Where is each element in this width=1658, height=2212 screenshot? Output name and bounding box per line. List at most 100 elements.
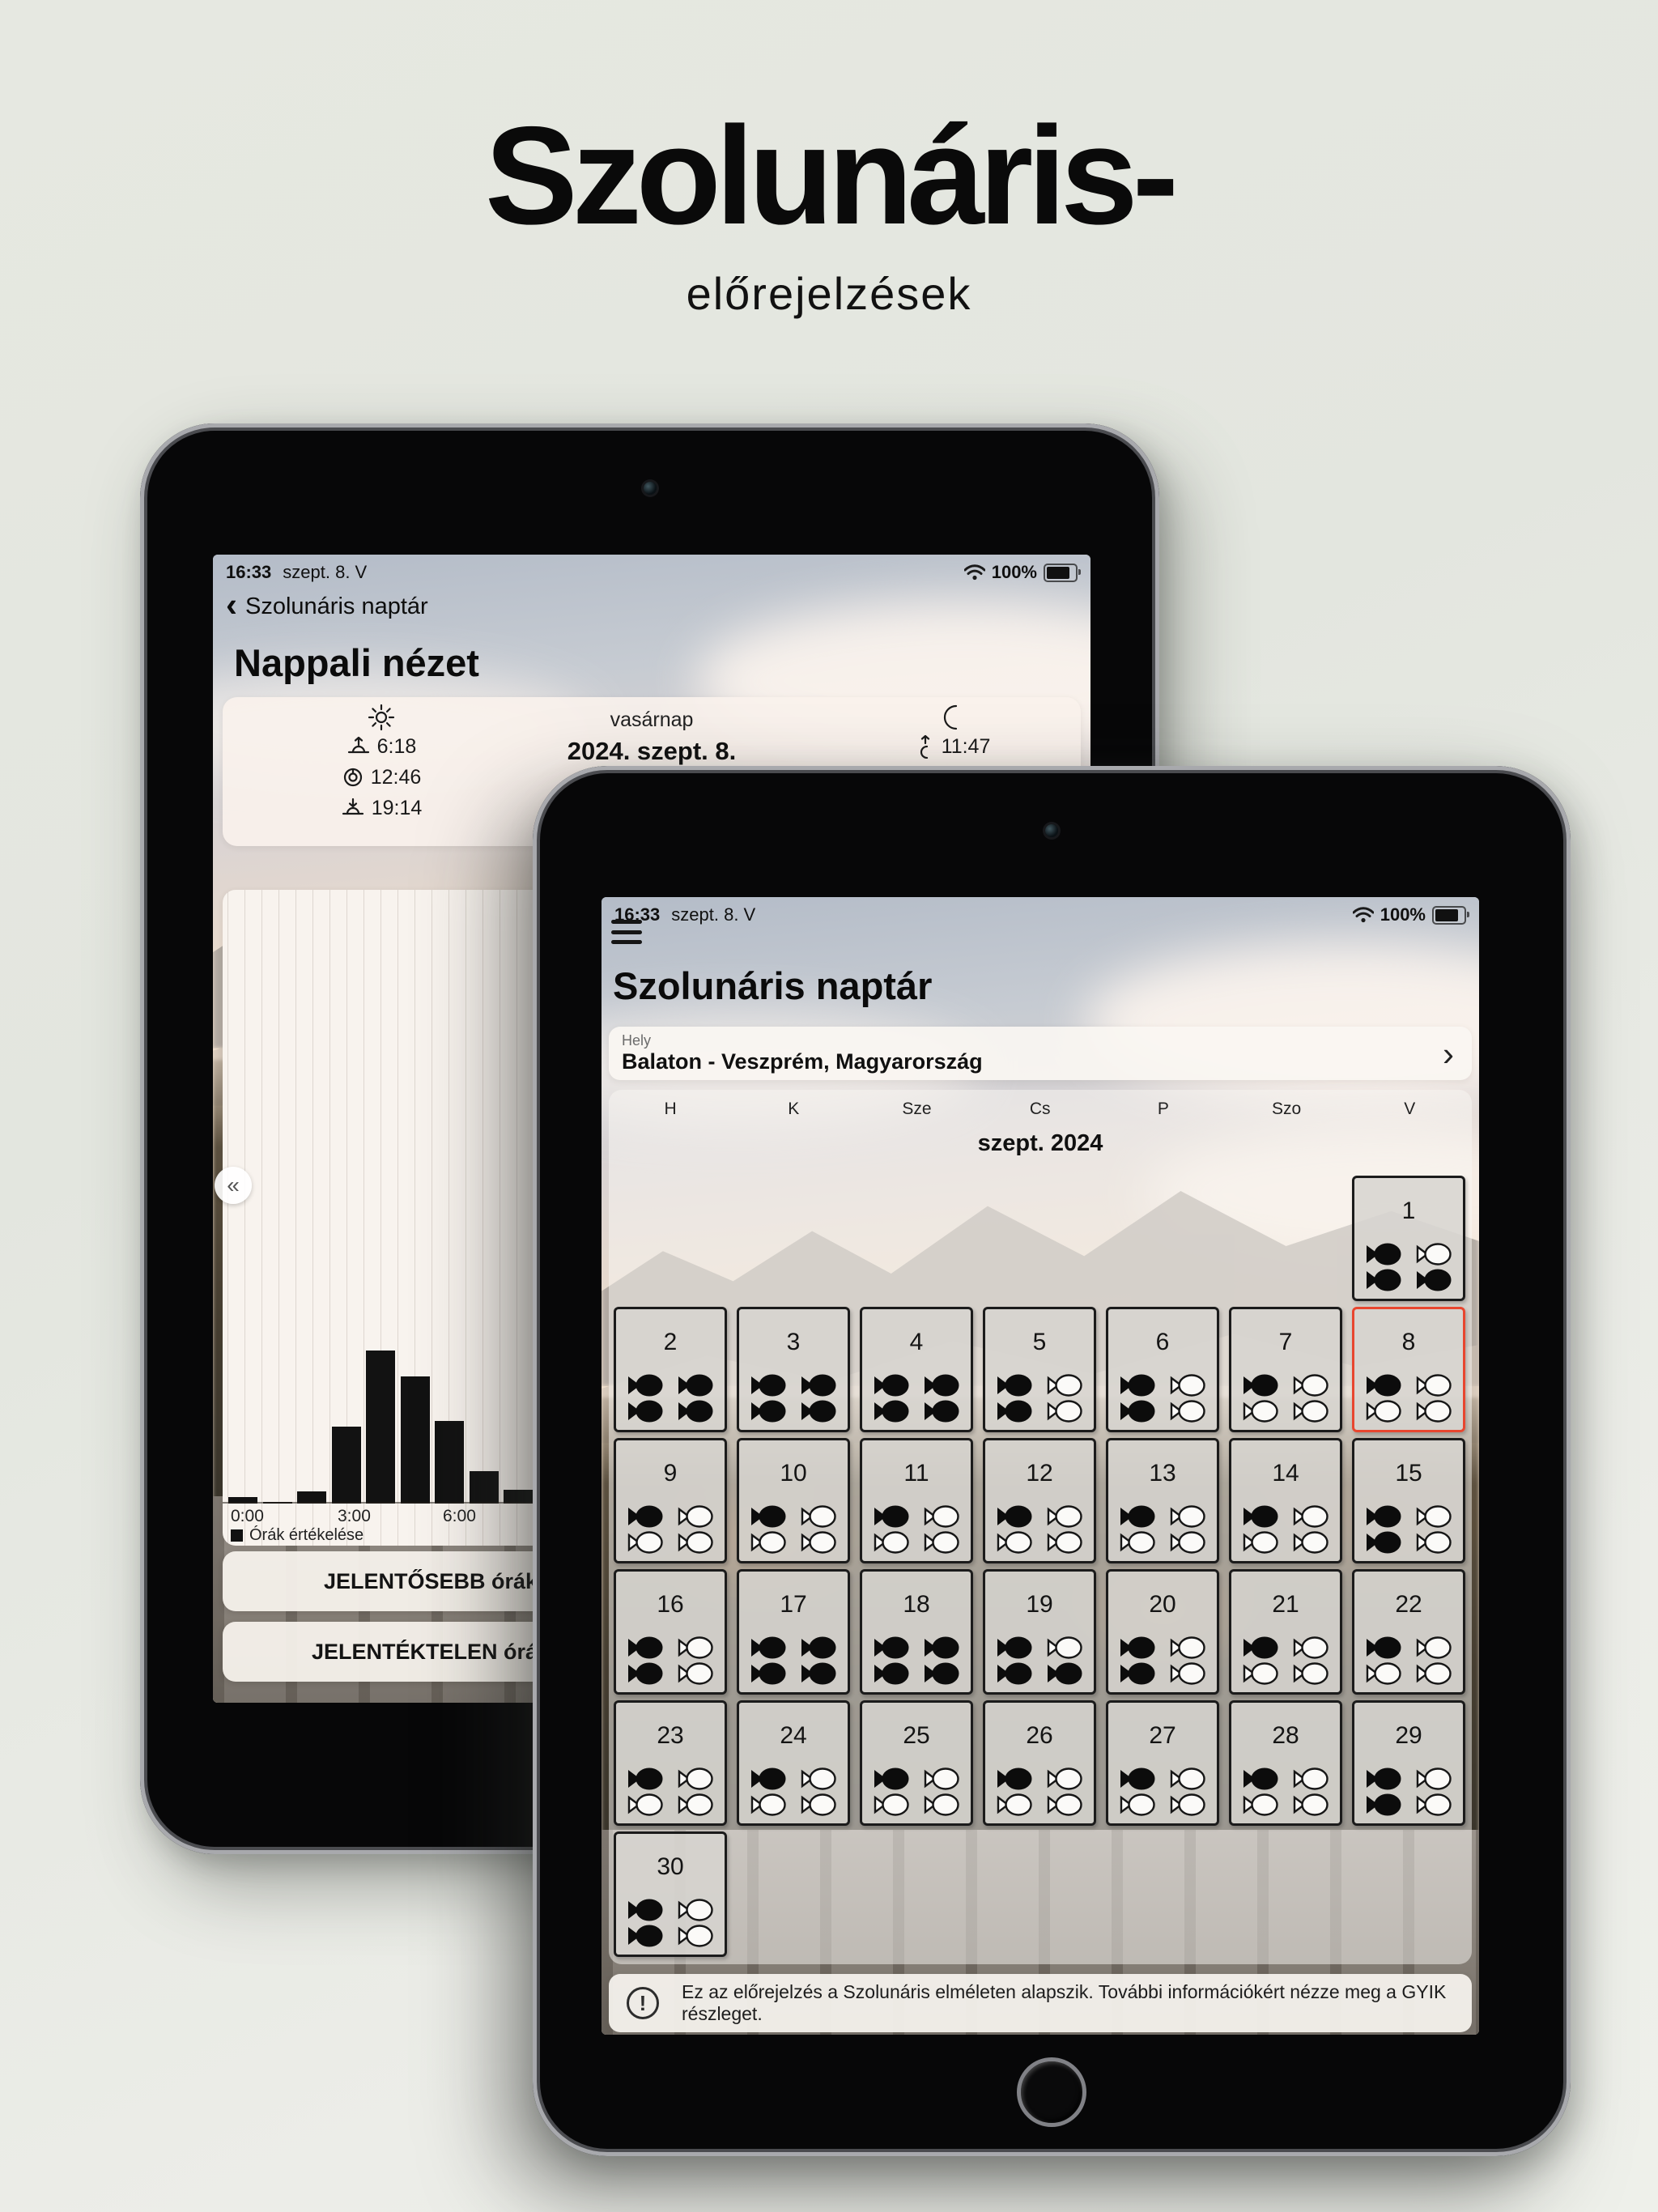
calendar-day-28[interactable]: 28 xyxy=(1229,1700,1342,1826)
fish-filled-icon xyxy=(751,1662,786,1685)
solar-noon-icon xyxy=(343,768,362,787)
calendar-day-14[interactable]: 14 xyxy=(1229,1438,1342,1563)
fish-rating xyxy=(739,1767,848,1823)
day-number: 2 xyxy=(663,1329,678,1355)
fish-outline-icon xyxy=(678,1505,713,1528)
fish-filled-icon xyxy=(628,1662,663,1685)
calendar-day-26[interactable]: 26 xyxy=(983,1700,1096,1826)
battery-percent: 100% xyxy=(991,562,1037,582)
status-bar: 16:33 szept. 8. V 100% xyxy=(602,902,1479,928)
calendar-day-3[interactable]: 3 xyxy=(737,1307,850,1432)
calendar-day-8[interactable]: 8 xyxy=(1352,1307,1465,1432)
fish-outline-icon xyxy=(1416,1400,1452,1423)
fish-outline-icon xyxy=(1170,1636,1205,1659)
fish-rating xyxy=(1231,1767,1340,1823)
calendar-day-13[interactable]: 13 xyxy=(1106,1438,1219,1563)
fish-outline-icon xyxy=(1366,1400,1401,1423)
calendar-day-7[interactable]: 7 xyxy=(1229,1307,1342,1432)
chart-bar xyxy=(435,1421,464,1504)
fish-outline-icon xyxy=(801,1767,836,1790)
calendar-day-1[interactable]: 1 xyxy=(1352,1176,1465,1301)
collapse-panel-button[interactable]: « xyxy=(215,1167,252,1204)
disclaimer-text: Ez az előrejelzés a Szolunáris elméleten… xyxy=(682,1981,1447,2024)
battery-icon xyxy=(1044,563,1081,582)
fish-outline-icon xyxy=(997,1793,1032,1816)
calendar-day-18[interactable]: 18 xyxy=(860,1569,973,1695)
calendar-day-19[interactable]: 19 xyxy=(983,1569,1096,1695)
calendar-day-30[interactable]: 30 xyxy=(614,1831,727,1957)
calendar-day-16[interactable]: 16 xyxy=(614,1569,727,1695)
fish-filled-icon xyxy=(628,1505,663,1528)
fish-filled-icon xyxy=(628,1400,663,1423)
fish-outline-icon xyxy=(678,1531,713,1554)
home-button[interactable] xyxy=(1017,2057,1086,2127)
fish-filled-icon xyxy=(925,1662,959,1685)
day-number: 9 xyxy=(663,1460,678,1487)
fish-filled-icon xyxy=(801,1662,836,1685)
fish-outline-icon xyxy=(1047,1505,1082,1528)
fish-outline-icon xyxy=(801,1793,836,1816)
calendar-day-5[interactable]: 5 xyxy=(983,1307,1096,1432)
fish-outline-icon xyxy=(1416,1531,1452,1554)
day-number: 20 xyxy=(1149,1591,1176,1618)
fish-rating xyxy=(1108,1636,1217,1692)
fish-outline-icon xyxy=(924,1793,959,1816)
calendar-day-15[interactable]: 15 xyxy=(1352,1438,1465,1563)
fish-filled-icon xyxy=(1244,1636,1278,1659)
chart-bar xyxy=(228,1497,257,1504)
fish-outline-icon xyxy=(1170,1505,1205,1528)
fish-outline-icon xyxy=(1293,1662,1329,1685)
calendar-day-17[interactable]: 17 xyxy=(737,1569,850,1695)
calendar-day-25[interactable]: 25 xyxy=(860,1700,973,1826)
day-number: 13 xyxy=(1149,1460,1176,1487)
day-number: 11 xyxy=(903,1460,929,1487)
status-date: szept. 8. V xyxy=(283,562,368,582)
location-row[interactable]: Hely Balaton - Veszprém, Magyarország › xyxy=(609,1027,1472,1080)
calendar-screen: 16:33 szept. 8. V 100% Szolunáris naptár xyxy=(602,897,1479,2035)
chevron-right-icon: › xyxy=(1443,1035,1454,1073)
calendar-day-9[interactable]: 9 xyxy=(614,1438,727,1563)
fish-outline-icon xyxy=(1243,1793,1278,1816)
day-number: 27 xyxy=(1149,1722,1176,1749)
fish-outline-icon xyxy=(1047,1767,1082,1790)
fish-filled-icon xyxy=(997,1662,1032,1685)
calendar-day-21[interactable]: 21 xyxy=(1229,1569,1342,1695)
fish-outline-icon xyxy=(1416,1374,1452,1397)
fish-filled-icon xyxy=(1120,1662,1155,1685)
fish-outline-icon xyxy=(1170,1793,1205,1816)
fish-outline-icon xyxy=(924,1767,959,1790)
date-column: vasárnap 2024. szept. 8. xyxy=(223,697,1081,766)
calendar-day-29[interactable]: 29 xyxy=(1352,1700,1465,1826)
fish-filled-icon xyxy=(1367,1269,1401,1291)
day-number: 24 xyxy=(780,1722,807,1749)
legend-swatch xyxy=(231,1529,243,1542)
current-date: 2024. szept. 8. xyxy=(567,737,737,765)
calendar-day-10[interactable]: 10 xyxy=(737,1438,850,1563)
calendar-day-23[interactable]: 23 xyxy=(614,1700,727,1826)
back-button[interactable]: ‹ Szolunáris naptár xyxy=(226,588,428,622)
calendar-day-11[interactable]: 11 xyxy=(860,1438,973,1563)
calendar-day-20[interactable]: 20 xyxy=(1106,1569,1219,1695)
fish-outline-icon xyxy=(997,1531,1032,1554)
calendar-day-6[interactable]: 6 xyxy=(1106,1307,1219,1432)
fish-rating xyxy=(862,1373,971,1430)
calendar-day-27[interactable]: 27 xyxy=(1106,1700,1219,1826)
calendar-day-12[interactable]: 12 xyxy=(983,1438,1096,1563)
fish-outline-icon xyxy=(1416,1636,1452,1659)
fish-outline-icon xyxy=(678,1899,713,1921)
calendar-day-22[interactable]: 22 xyxy=(1352,1569,1465,1695)
fish-rating xyxy=(616,1636,725,1692)
calendar-day-24[interactable]: 24 xyxy=(737,1700,850,1826)
fish-filled-icon xyxy=(628,1899,663,1921)
calendar-day-4[interactable]: 4 xyxy=(860,1307,973,1432)
status-date: szept. 8. V xyxy=(671,904,756,925)
fish-rating xyxy=(1231,1373,1340,1430)
fish-outline-icon xyxy=(1293,1767,1329,1790)
fish-outline-icon xyxy=(1047,1531,1082,1554)
fish-filled-icon xyxy=(925,1374,959,1397)
fish-rating xyxy=(616,1504,725,1561)
menu-button[interactable] xyxy=(611,920,642,944)
fish-filled-icon xyxy=(1244,1374,1278,1397)
info-icon: ! xyxy=(627,1987,659,2019)
calendar-day-2[interactable]: 2 xyxy=(614,1307,727,1432)
